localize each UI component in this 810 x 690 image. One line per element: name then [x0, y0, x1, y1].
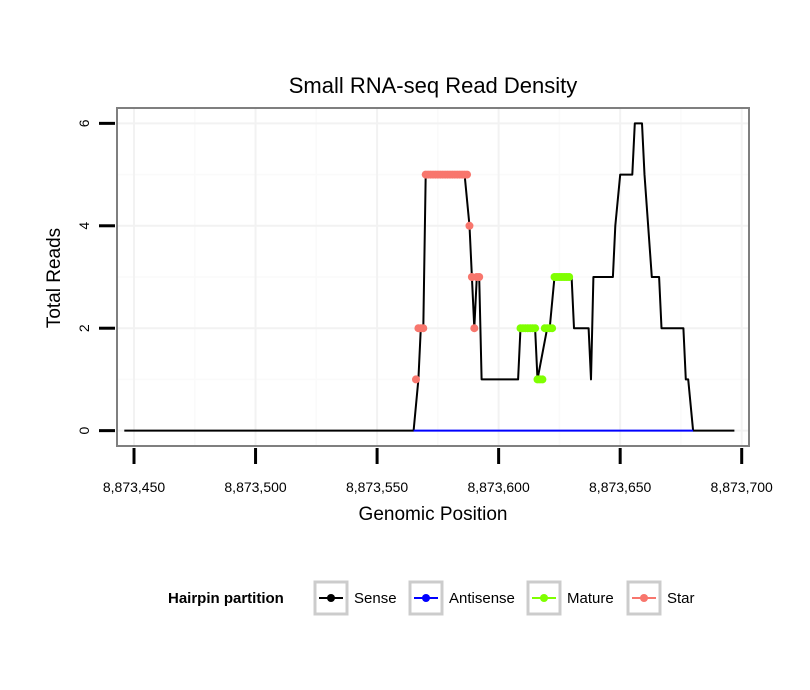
plot-border [116, 107, 750, 447]
legend-key-point [640, 594, 648, 602]
legend-key-point [540, 594, 548, 602]
legend-label-mature: Mature [567, 590, 614, 607]
x-tick-label: 8,873,650 [589, 479, 651, 495]
data-point-star [411, 375, 420, 384]
legend-label-sense: Sense [354, 590, 397, 607]
data-point-star [463, 170, 472, 179]
legend-label-star: Star [667, 590, 695, 607]
legend-key-point [327, 594, 335, 602]
series-points [411, 170, 574, 384]
x-tick-label: 8,873,500 [224, 479, 286, 495]
x-axis: 8,873,450 8,873,500 8,873,550 8,873,600 8,87… [103, 448, 773, 495]
data-point-star [465, 221, 474, 230]
data-point-mature [531, 324, 540, 333]
data-point-mature [565, 273, 574, 281]
x-axis-title: Genomic Position [359, 504, 508, 525]
y-tick-label: 4 [76, 222, 92, 230]
chart-title: Small RNA-seq Read Density [289, 73, 578, 98]
y-tick-label: 6 [76, 119, 92, 127]
y-tick-label: 2 [76, 324, 92, 332]
y-axis: 0 2 4 6 [76, 119, 115, 435]
x-tick-label: 8,873,600 [467, 479, 529, 495]
data-point-star [419, 324, 428, 333]
data-point-star [475, 273, 484, 281]
legend-key-point [422, 594, 430, 602]
legend-label-antisense: Antisense [449, 590, 515, 607]
legend: Hairpin partition Sense Antisense Mature St… [168, 580, 695, 616]
x-tick-label: 8,873,550 [346, 479, 408, 495]
y-tick-label: 0 [76, 427, 92, 435]
legend-title: Hairpin partition [168, 590, 284, 607]
data-point-mature [538, 375, 547, 384]
y-axis-title: Total Reads [44, 228, 65, 328]
x-tick-label: 8,873,450 [103, 479, 165, 495]
data-point-mature [548, 324, 557, 333]
x-tick-label: 8,873,700 [711, 479, 773, 495]
data-point-star [470, 324, 479, 333]
